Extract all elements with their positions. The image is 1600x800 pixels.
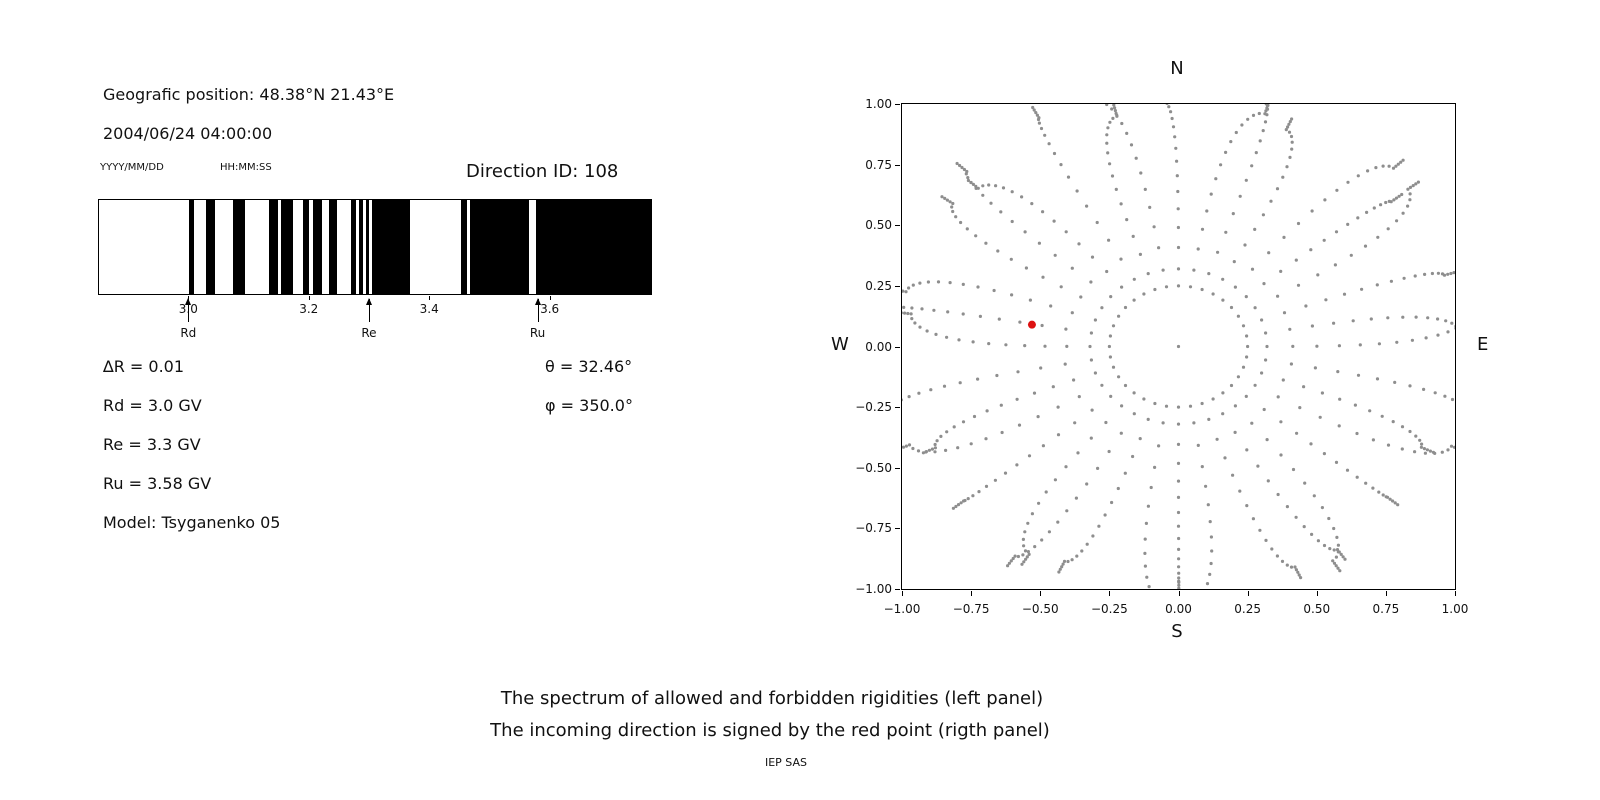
direction-plot: −1.00 −0.75 −0.50 −0.25 0.00 0.25 0.50 0.75 1.00… xyxy=(855,89,1481,619)
stat-model: Model: Tsyganenko 05 xyxy=(103,513,281,532)
cutoff-label-re: Re xyxy=(361,326,377,340)
direction-x-tick xyxy=(902,591,903,596)
direction-plot-svg xyxy=(876,89,1481,619)
direction-x-tick xyxy=(1040,591,1042,596)
allowed-band xyxy=(329,200,338,294)
incoming-direction-red-point xyxy=(1027,320,1036,329)
direction-y-tick-label: −1.00 xyxy=(855,582,892,596)
allowed-band xyxy=(358,200,363,294)
direction-y-tick-label: 0.25 xyxy=(865,278,892,293)
direction-y-tick xyxy=(895,528,900,530)
stat-ru: Ru = 3.58 GV xyxy=(103,474,212,493)
caption-line-1: The spectrum of allowed and forbidden ri… xyxy=(500,688,1044,709)
asymptotic-direction-dots xyxy=(876,89,1481,619)
direction-x-tick-label: −0.50 xyxy=(1021,602,1059,616)
direction-x-tick xyxy=(1316,591,1318,596)
compass-east-label: E xyxy=(1477,334,1489,355)
direction-y-tick-label: 1.00 xyxy=(865,97,892,111)
rigidity-axis-tick-label: 3.6 xyxy=(540,302,560,316)
cutoff-label-rd: Rd xyxy=(180,326,197,340)
direction-x-tick-label: −0.75 xyxy=(952,602,990,616)
stat-re: Re = 3.3 GV xyxy=(103,435,201,454)
direction-y-tick xyxy=(895,467,900,469)
datetime: 2004/06/24 04:00:00 xyxy=(103,124,273,143)
allowed-band xyxy=(536,200,651,294)
direction-y-tick xyxy=(895,589,900,590)
allowed-band xyxy=(366,200,369,294)
allowed-band xyxy=(313,200,323,294)
direction-y-tick xyxy=(895,346,900,348)
direction-y-tick-label: −0.50 xyxy=(855,460,892,475)
allowed-band xyxy=(189,200,194,294)
stat-delta-r: ∆R = 0.01 xyxy=(103,357,185,376)
cutoff-label-ru: Ru xyxy=(529,326,546,340)
compass-west-label: W xyxy=(831,334,849,355)
rigidity-axis-tick xyxy=(429,296,431,300)
caption-line-2: The incoming direction is signed by the … xyxy=(490,720,1050,741)
date-format-hint: YYYY/MM/DD xyxy=(100,162,164,173)
direction-x-tick-label: 0.25 xyxy=(1234,602,1261,616)
direction-y-tick-label: 0.00 xyxy=(865,339,892,354)
cutoff-arrow-rd xyxy=(185,298,192,322)
allowed-band xyxy=(372,200,410,294)
rigidity-axis-tick-label: 3.2 xyxy=(299,302,319,316)
direction-x-tick xyxy=(1178,591,1180,596)
rigidity-axis-tick-label: 3.4 xyxy=(419,302,439,316)
stat-phi: φ = 350.0° xyxy=(545,396,633,415)
allowed-band xyxy=(460,200,468,294)
stat-theta: θ = 32.46° xyxy=(545,357,633,376)
allowed-band xyxy=(350,200,356,294)
direction-y-tick xyxy=(895,407,900,409)
direction-x-tick-label: 0.75 xyxy=(1372,602,1400,616)
direction-id: Direction ID: 108 xyxy=(466,161,619,182)
rigidity-axis-tick xyxy=(549,296,551,300)
direction-y-tick xyxy=(895,164,900,166)
compass-north-label: N xyxy=(1170,58,1184,79)
direction-x-tick-label: −1.00 xyxy=(883,602,921,616)
allowed-band xyxy=(303,200,309,294)
cutoff-arrow-re xyxy=(365,298,372,322)
direction-y-tick-label: −0.25 xyxy=(855,400,892,415)
rigidity-spectrum-plot xyxy=(98,199,652,295)
direction-x-tick xyxy=(971,591,973,596)
direction-x-tick-label: −0.25 xyxy=(1090,602,1128,616)
direction-y-tick xyxy=(895,225,900,227)
allowed-band xyxy=(233,200,246,294)
allowed-band xyxy=(205,200,215,294)
direction-x-tick-label: 0.50 xyxy=(1303,602,1331,616)
credit-text: IEP SAS xyxy=(764,756,808,769)
cutoff-arrow-ru xyxy=(534,298,541,322)
direction-y-tick-label: 0.50 xyxy=(865,218,892,233)
compass-south-label: S xyxy=(1171,621,1183,642)
rigidity-axis-tick xyxy=(308,296,310,300)
direction-x-tick-label: 0.00 xyxy=(1165,602,1192,616)
time-format-hint: HH:MM:SS xyxy=(220,162,272,173)
direction-x-tick xyxy=(1455,591,1456,596)
allowed-band xyxy=(269,200,278,294)
direction-y-tick xyxy=(895,285,900,287)
stat-rd: Rd = 3.0 GV xyxy=(103,396,202,415)
allowed-band xyxy=(470,200,530,294)
direction-y-tick xyxy=(895,104,900,105)
direction-y-tick-label: −0.75 xyxy=(855,521,892,536)
direction-x-tick xyxy=(1385,591,1387,596)
direction-x-tick-label: 1.00 xyxy=(1441,602,1469,616)
geographic-position: Geografic position: 48.38°N 21.43°E xyxy=(103,85,395,104)
direction-y-tick-label: 0.75 xyxy=(865,157,892,172)
direction-x-tick xyxy=(1109,591,1111,596)
allowed-band xyxy=(281,200,294,294)
direction-x-tick xyxy=(1247,591,1249,596)
